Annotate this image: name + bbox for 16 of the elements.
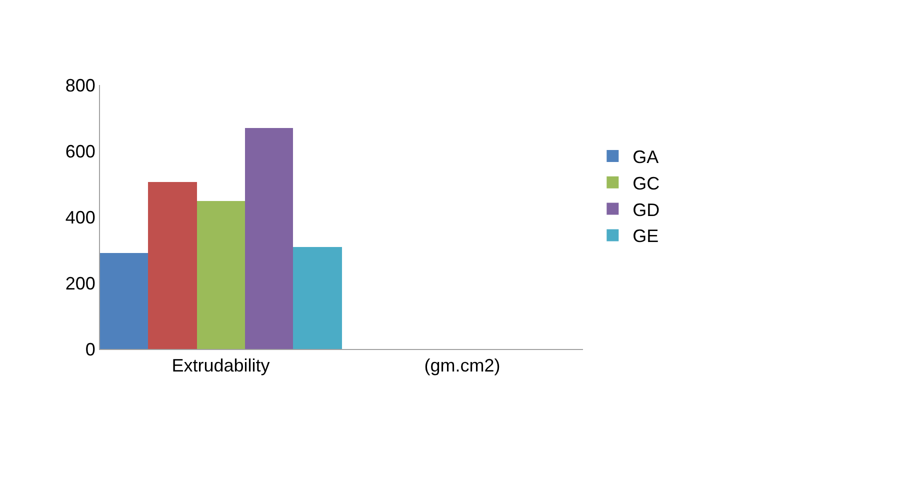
y-tick-label: 200 bbox=[65, 273, 96, 294]
bar bbox=[100, 253, 148, 349]
x-tick-label: Extrudability bbox=[172, 356, 270, 376]
y-tick-label: 800 bbox=[65, 75, 96, 96]
y-tick-label: 400 bbox=[65, 207, 96, 228]
y-tick-label: 600 bbox=[65, 141, 96, 162]
y-tick-label: 0 bbox=[85, 339, 96, 360]
bar bbox=[197, 201, 245, 349]
legend-label: GC bbox=[632, 173, 660, 194]
bar bbox=[293, 247, 342, 349]
bar bbox=[148, 182, 197, 349]
bar bbox=[245, 128, 293, 349]
x-tick-label: (gm.cm2) bbox=[424, 356, 500, 376]
legend-label: GE bbox=[632, 226, 659, 246]
legend-label: GD bbox=[632, 200, 660, 220]
legend-label: GA bbox=[632, 147, 659, 168]
